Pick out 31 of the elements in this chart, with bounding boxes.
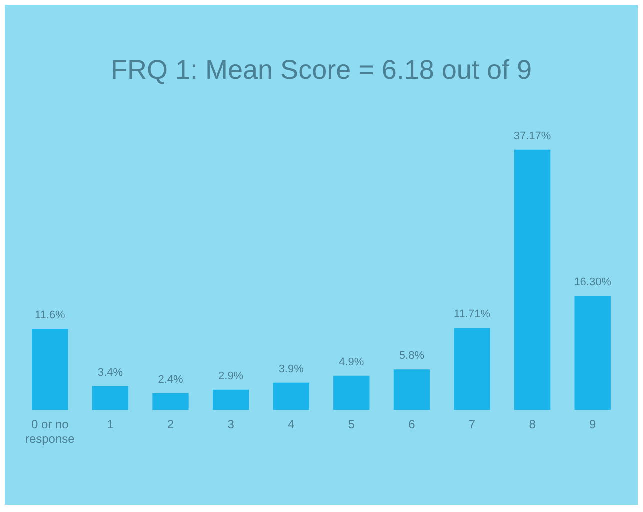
x-tick-label: 3 bbox=[228, 418, 235, 432]
x-tick-label: 9 bbox=[590, 418, 597, 432]
bar bbox=[32, 328, 68, 410]
bar bbox=[212, 390, 250, 410]
data-label: 3.4% bbox=[98, 366, 124, 379]
data-label: 37.17% bbox=[514, 130, 552, 142]
x-tick-label: 1 bbox=[107, 418, 114, 432]
bar bbox=[273, 382, 310, 410]
data-label: 11.6% bbox=[34, 309, 66, 322]
data-label: 16.30% bbox=[574, 276, 612, 289]
bar bbox=[454, 328, 490, 410]
x-tick-label: 7 bbox=[468, 418, 476, 432]
bar bbox=[574, 296, 611, 410]
bar bbox=[334, 376, 370, 410]
data-label: 3.9% bbox=[278, 363, 304, 376]
x-tick-label: 5 bbox=[348, 418, 356, 432]
x-tick-label: 2 bbox=[167, 418, 174, 432]
data-label: 2.9% bbox=[218, 370, 244, 382]
bar bbox=[152, 393, 189, 410]
bar bbox=[514, 150, 551, 410]
x-tick-label: 0 or no response bbox=[25, 418, 76, 446]
data-label: 5.8% bbox=[399, 350, 425, 362]
bar bbox=[394, 370, 430, 410]
chart-title: FRQ 1: Mean Score = 6.18 out of 9 bbox=[110, 55, 533, 86]
data-label: 2.4% bbox=[158, 374, 184, 386]
x-tick-label: 8 bbox=[529, 418, 536, 432]
bar bbox=[92, 386, 129, 410]
data-label: 4.9% bbox=[339, 356, 364, 368]
data-label: 11.71% bbox=[454, 308, 491, 321]
x-tick-label: 6 bbox=[408, 418, 416, 432]
x-tick-label: 4 bbox=[288, 418, 296, 432]
